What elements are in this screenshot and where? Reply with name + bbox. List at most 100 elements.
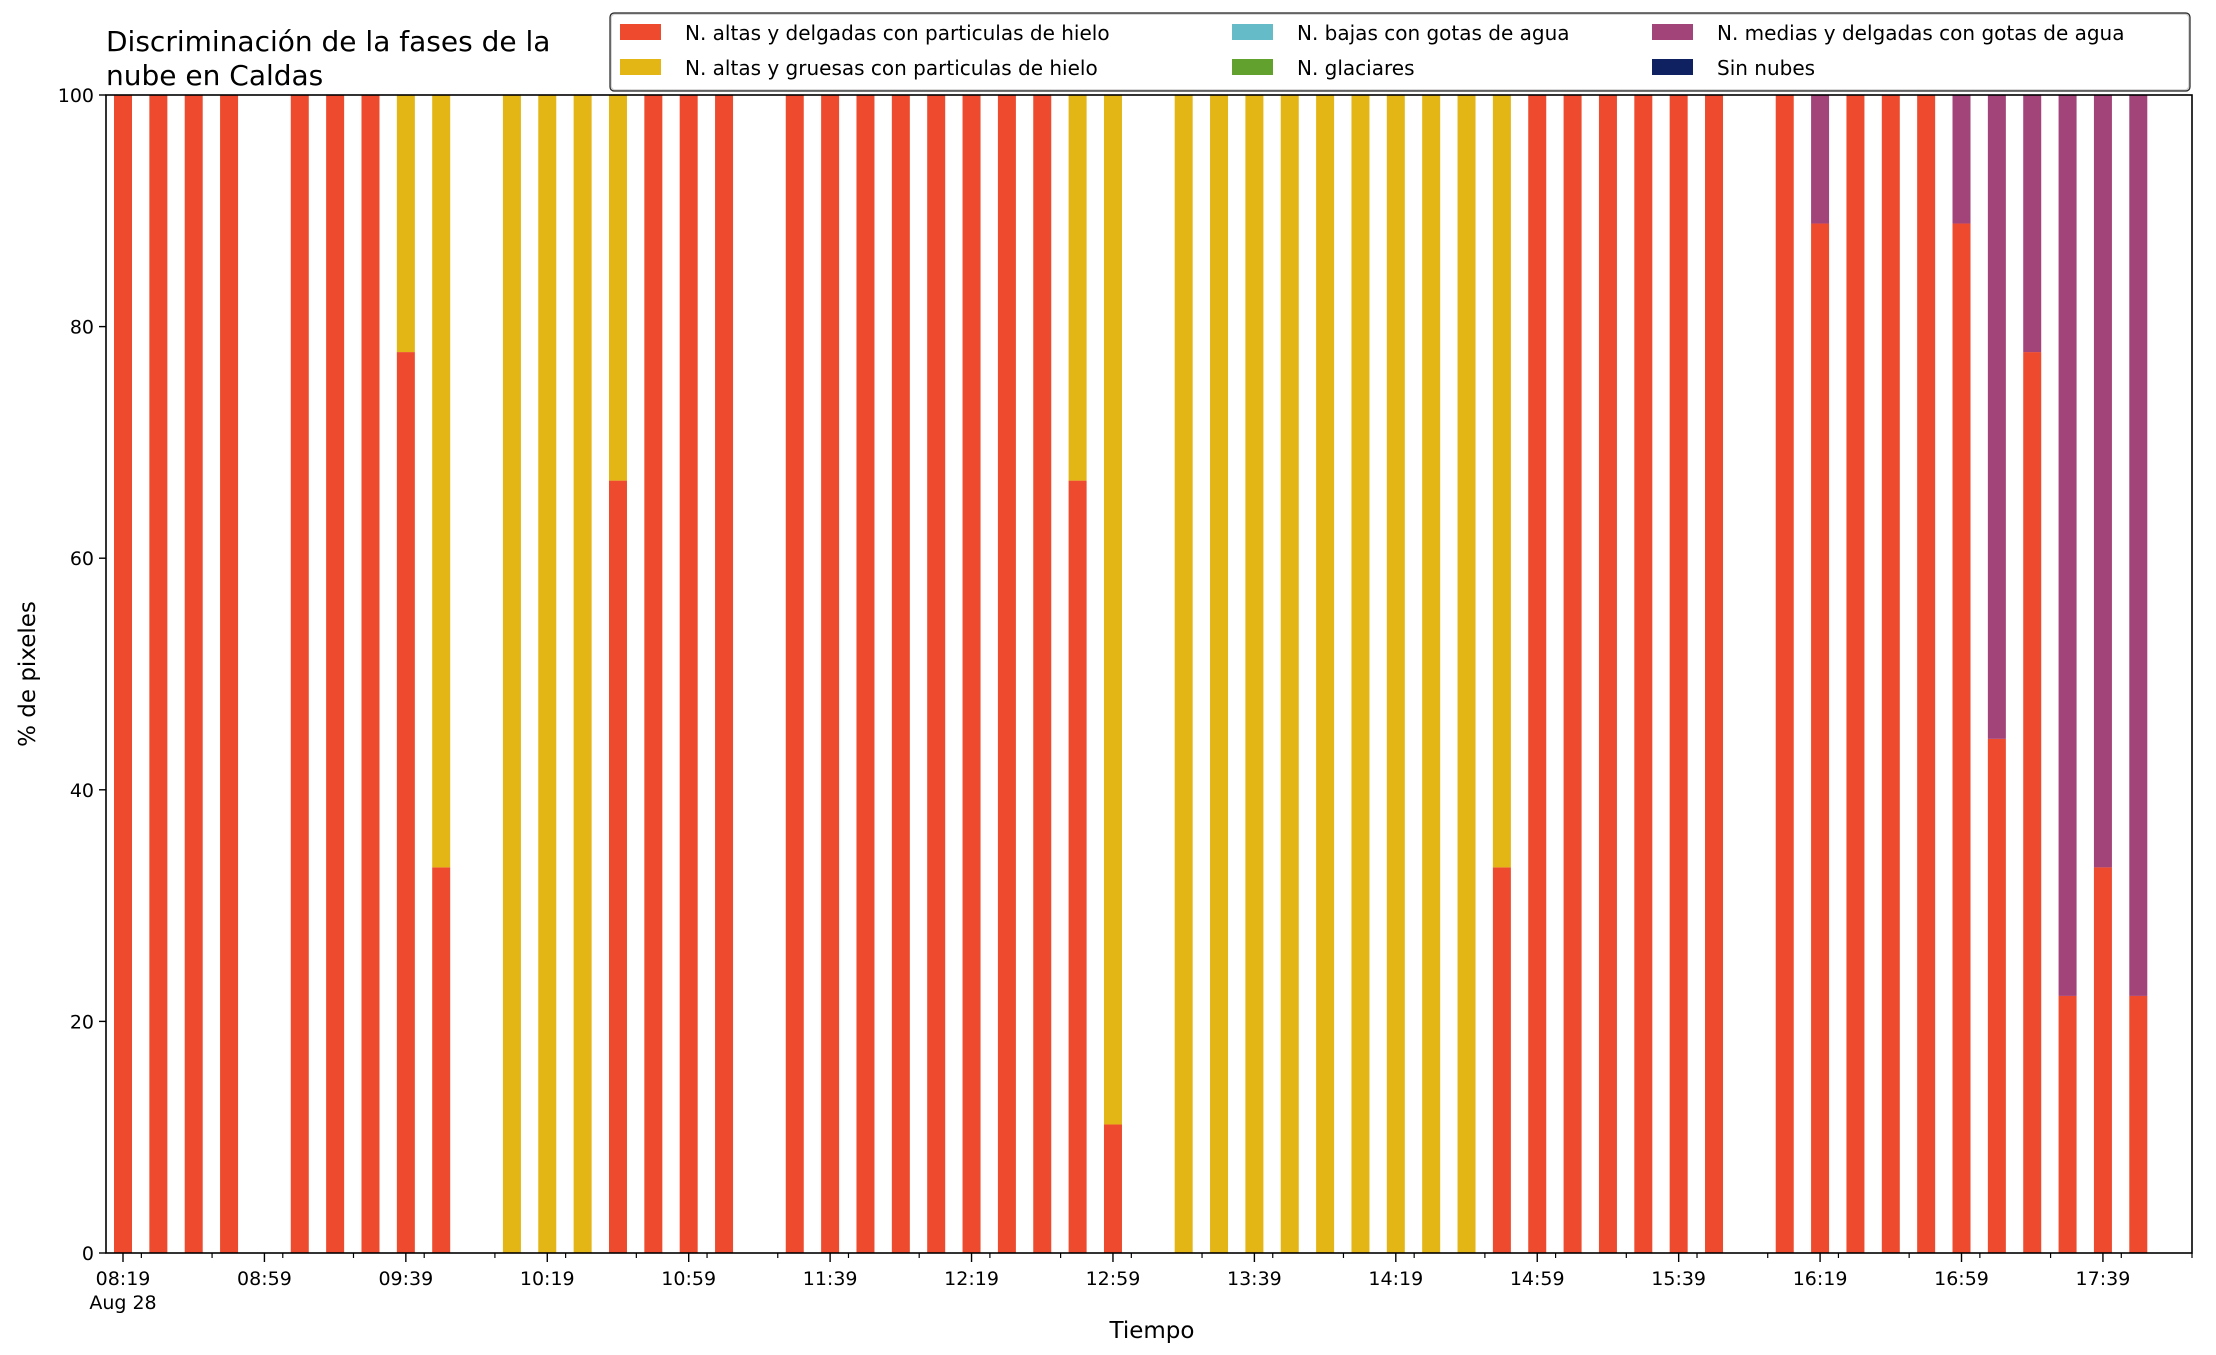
legend-label: N. bajas con gotas de agua — [1297, 21, 1570, 45]
bar-segment-s0-t15 — [644, 95, 663, 1253]
bar-segment-s0-t5 — [290, 95, 309, 1253]
x-tick-label: 10:59 — [661, 1268, 716, 1290]
bar-segment-s4-t54 — [2023, 95, 2042, 353]
legend-label: N. medias y delgadas con gotas de agua — [1717, 21, 2125, 45]
bar-segment-s4-t53 — [1987, 95, 2006, 739]
bar-segment-s4-t55 — [2058, 95, 2077, 996]
bar-segment-s1-t14 — [608, 95, 627, 481]
bar-segment-s4-t52 — [1952, 95, 1971, 224]
x-axis-label: Tiempo — [1109, 1318, 1195, 1344]
legend-label: N. glaciares — [1297, 56, 1415, 80]
bar-segment-s0-t23 — [927, 95, 946, 1253]
bar-segment-s0-t9 — [432, 867, 451, 1253]
legend-swatch — [1232, 24, 1273, 40]
x-tick-label: 12:59 — [1086, 1268, 1141, 1290]
x-tick-label: 08:59 — [237, 1268, 292, 1290]
x-tick-label: 13:39 — [1227, 1268, 1282, 1290]
bar-segment-s0-t16 — [679, 95, 698, 1253]
bar-segment-s0-t39 — [1492, 867, 1511, 1253]
legend-swatch — [620, 59, 661, 75]
legend-swatch — [1232, 59, 1273, 75]
bar-segment-s1-t39 — [1492, 95, 1511, 868]
x-tick-label: 12:19 — [944, 1268, 999, 1290]
bar-segment-s1-t37 — [1422, 95, 1441, 1253]
chart-title-line-2: nube en Caldas — [106, 59, 323, 92]
bar-segment-s0-t8 — [396, 352, 415, 1254]
y-tick-label: 20 — [70, 1011, 94, 1033]
bar-segment-s0-t14 — [608, 480, 627, 1253]
legend: N. altas y delgadas con particulas de hi… — [609, 12, 2191, 92]
bar-segment-s0-t20 — [821, 95, 840, 1253]
bar-segment-s4-t56 — [2093, 95, 2112, 868]
x-tick-label: 14:19 — [1368, 1268, 1423, 1290]
chart-title-line-1: Discriminación de la fases de la — [106, 25, 550, 58]
bar-segment-s0-t28 — [1103, 1124, 1122, 1253]
bar-segment-s0-t6 — [326, 95, 345, 1253]
bar-segment-s1-t12 — [538, 95, 557, 1253]
x-tick-label: 17:39 — [2076, 1268, 2131, 1290]
y-tick-label: 40 — [70, 780, 94, 802]
bars-layer — [114, 95, 2148, 1254]
y-tick-label: 0 — [82, 1243, 94, 1265]
chart-title: Discriminación de la fases de la nube en… — [106, 25, 550, 92]
bar-segment-s0-t48 — [1811, 223, 1830, 1253]
legend-box — [610, 13, 2190, 91]
x-tick-label: 16:19 — [1793, 1268, 1848, 1290]
bar-segment-s1-t8 — [396, 95, 415, 353]
bar-segment-s0-t57 — [2129, 995, 2148, 1253]
bar-segment-s0-t52 — [1952, 223, 1971, 1253]
x-tick-label: 15:39 — [1651, 1268, 1706, 1290]
bar-segment-s0-t0 — [114, 95, 132, 1253]
bar-segment-s0-t40 — [1528, 95, 1547, 1253]
bar-segment-s0-t45 — [1705, 95, 1724, 1253]
bar-segment-s4-t48 — [1811, 95, 1830, 224]
legend-label: Sin nubes — [1717, 56, 1815, 80]
bar-segment-s0-t1 — [149, 95, 168, 1253]
bar-segment-s0-t49 — [1846, 95, 1865, 1253]
x-tick-label: 10:19 — [520, 1268, 575, 1290]
bar-segment-s1-t30 — [1174, 95, 1193, 1253]
x-tick-label: 09:39 — [378, 1268, 433, 1290]
legend-label: N. altas y delgadas con particulas de hi… — [685, 21, 1110, 45]
bar-segment-s0-t27 — [1068, 480, 1087, 1253]
bar-segment-s0-t50 — [1881, 95, 1900, 1253]
y-tick-label: 80 — [70, 317, 94, 339]
x-tick-label: 16:59 — [1934, 1268, 1989, 1290]
bar-segment-s0-t21 — [856, 95, 875, 1253]
plot-frame — [105, 94, 2193, 1254]
bar-segment-s0-t2 — [184, 95, 203, 1253]
bar-segment-s0-t44 — [1669, 95, 1688, 1253]
bar-segment-s1-t32 — [1245, 95, 1264, 1253]
y-axis-label: % de pixeles — [15, 601, 41, 747]
bar-segment-s1-t36 — [1386, 95, 1405, 1253]
bar-segment-s4-t57 — [2129, 95, 2148, 996]
x-tick-label: 11:39 — [803, 1268, 858, 1290]
legend-swatch — [1652, 24, 1693, 40]
y-tick-label: 100 — [58, 85, 94, 107]
x-axis: 08:19 08:59 09:39 10:19 10:59 11:39 12:19 12:59… — [89, 1253, 2193, 1314]
bar-segment-s1-t34 — [1316, 95, 1335, 1253]
x-date-label: Aug 28 — [89, 1292, 156, 1314]
bar-segment-s0-t54 — [2023, 352, 2042, 1254]
bar-segment-s0-t7 — [361, 95, 380, 1253]
bar-segment-s1-t27 — [1068, 95, 1087, 481]
bar-segment-s1-t13 — [573, 95, 592, 1253]
bar-segment-s0-t19 — [785, 95, 804, 1253]
y-tick-label: 60 — [70, 548, 94, 570]
legend-border — [609, 12, 2191, 92]
bar-segment-s1-t9 — [432, 95, 451, 868]
bar-segment-s0-t26 — [1033, 95, 1052, 1253]
bar-segment-s0-t56 — [2093, 867, 2112, 1253]
x-tick-label: 14:59 — [1510, 1268, 1565, 1290]
y-axis: 0 20 40 60 80 100 — [58, 85, 106, 1265]
bar-segment-s1-t38 — [1457, 95, 1476, 1253]
bar-segment-s0-t3 — [220, 95, 239, 1253]
bar-segment-s0-t41 — [1563, 95, 1582, 1253]
bar-segment-s0-t24 — [962, 95, 981, 1253]
legend-swatch — [1652, 59, 1693, 75]
legend-label: N. altas y gruesas con particulas de hie… — [685, 56, 1098, 80]
bar-segment-s0-t42 — [1598, 95, 1617, 1253]
bar-segment-s0-t53 — [1987, 738, 2006, 1253]
bar-segment-s1-t31 — [1210, 95, 1229, 1253]
